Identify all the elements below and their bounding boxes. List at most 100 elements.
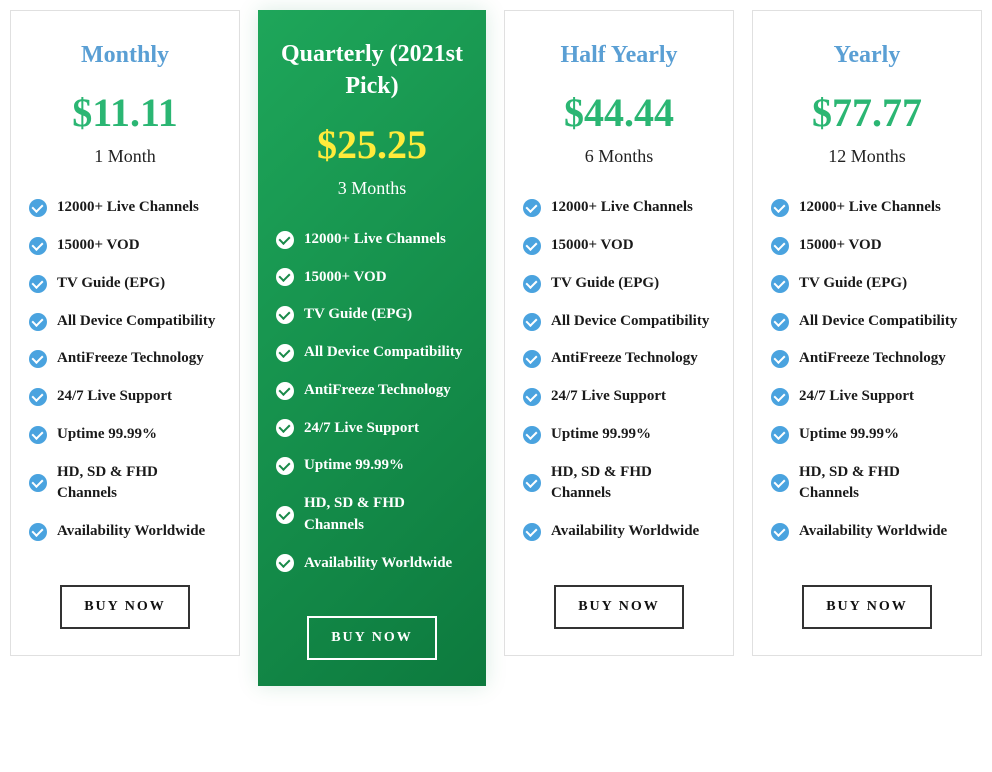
feature-item: Uptime 99.99%	[771, 424, 963, 446]
feature-item: 15000+ VOD	[276, 267, 468, 289]
check-icon	[276, 306, 294, 324]
feature-text: AntiFreeze Technology	[57, 348, 204, 370]
check-icon	[771, 523, 789, 541]
check-icon	[771, 313, 789, 331]
plan-title: Monthly	[29, 39, 221, 71]
feature-item: 15000+ VOD	[523, 235, 715, 257]
feature-item: 12000+ Live Channels	[29, 197, 221, 219]
plan-duration: 12 Months	[771, 146, 963, 167]
feature-item: All Device Compatibility	[29, 311, 221, 333]
feature-text: 12000+ Live Channels	[304, 229, 446, 251]
feature-text: Availability Worldwide	[304, 553, 452, 575]
check-icon	[523, 350, 541, 368]
feature-item: TV Guide (EPG)	[523, 273, 715, 295]
feature-item: 24/7 Live Support	[523, 386, 715, 408]
feature-item: TV Guide (EPG)	[771, 273, 963, 295]
check-icon	[29, 388, 47, 406]
feature-text: TV Guide (EPG)	[551, 273, 659, 295]
plan-price: $11.11	[29, 89, 221, 136]
pricing-card-quarterly: Quarterly (2021st Pick) $25.25 3 Months …	[258, 10, 486, 686]
check-icon	[771, 474, 789, 492]
feature-text: Uptime 99.99%	[799, 424, 899, 446]
feature-item: Availability Worldwide	[29, 521, 221, 543]
check-icon	[771, 237, 789, 255]
feature-item: HD, SD & FHD Channels	[523, 462, 715, 506]
check-icon	[29, 474, 47, 492]
feature-list: 12000+ Live Channels 15000+ VOD TV Guide…	[523, 197, 715, 559]
check-icon	[771, 388, 789, 406]
buy-now-button[interactable]: BUY NOW	[554, 585, 684, 629]
check-icon	[523, 237, 541, 255]
feature-text: TV Guide (EPG)	[57, 273, 165, 295]
check-icon	[276, 268, 294, 286]
feature-item: 24/7 Live Support	[276, 418, 468, 440]
feature-item: 15000+ VOD	[771, 235, 963, 257]
feature-text: 15000+ VOD	[57, 235, 140, 257]
check-icon	[523, 199, 541, 217]
feature-item: All Device Compatibility	[771, 311, 963, 333]
check-icon	[276, 554, 294, 572]
feature-item: Uptime 99.99%	[29, 424, 221, 446]
feature-text: TV Guide (EPG)	[799, 273, 907, 295]
feature-text: 15000+ VOD	[304, 267, 387, 289]
feature-item: TV Guide (EPG)	[276, 304, 468, 326]
check-icon	[523, 426, 541, 444]
feature-item: AntiFreeze Technology	[29, 348, 221, 370]
pricing-card-monthly: Monthly $11.11 1 Month 12000+ Live Chann…	[10, 10, 240, 656]
feature-text: Uptime 99.99%	[304, 455, 404, 477]
check-icon	[29, 237, 47, 255]
feature-text: All Device Compatibility	[551, 311, 709, 333]
feature-text: HD, SD & FHD Channels	[57, 462, 221, 506]
check-icon	[29, 350, 47, 368]
plan-duration: 3 Months	[276, 178, 468, 199]
feature-item: Uptime 99.99%	[276, 455, 468, 477]
plan-price: $77.77	[771, 89, 963, 136]
feature-item: 12000+ Live Channels	[276, 229, 468, 251]
feature-item: Availability Worldwide	[276, 553, 468, 575]
feature-text: Availability Worldwide	[57, 521, 205, 543]
pricing-card-half-yearly: Half Yearly $44.44 6 Months 12000+ Live …	[504, 10, 734, 656]
feature-text: HD, SD & FHD Channels	[304, 493, 468, 537]
feature-item: Availability Worldwide	[523, 521, 715, 543]
check-icon	[29, 313, 47, 331]
check-icon	[276, 419, 294, 437]
check-icon	[276, 506, 294, 524]
feature-text: 15000+ VOD	[551, 235, 634, 257]
check-icon	[771, 199, 789, 217]
feature-text: All Device Compatibility	[57, 311, 215, 333]
check-icon	[276, 344, 294, 362]
feature-list: 12000+ Live Channels 15000+ VOD TV Guide…	[29, 197, 221, 559]
feature-text: TV Guide (EPG)	[304, 304, 412, 326]
check-icon	[771, 350, 789, 368]
feature-item: TV Guide (EPG)	[29, 273, 221, 295]
feature-item: HD, SD & FHD Channels	[29, 462, 221, 506]
check-icon	[523, 388, 541, 406]
feature-item: Uptime 99.99%	[523, 424, 715, 446]
plan-duration: 1 Month	[29, 146, 221, 167]
buy-now-button[interactable]: BUY NOW	[307, 616, 437, 660]
feature-item: All Device Compatibility	[523, 311, 715, 333]
check-icon	[29, 275, 47, 293]
feature-text: Uptime 99.99%	[551, 424, 651, 446]
feature-item: AntiFreeze Technology	[771, 348, 963, 370]
feature-item: 12000+ Live Channels	[523, 197, 715, 219]
feature-item: 24/7 Live Support	[771, 386, 963, 408]
check-icon	[523, 275, 541, 293]
feature-text: 24/7 Live Support	[799, 386, 914, 408]
feature-text: HD, SD & FHD Channels	[551, 462, 715, 506]
feature-item: AntiFreeze Technology	[276, 380, 468, 402]
buy-now-button[interactable]: BUY NOW	[802, 585, 932, 629]
check-icon	[523, 313, 541, 331]
buy-now-button[interactable]: BUY NOW	[60, 585, 190, 629]
feature-text: All Device Compatibility	[304, 342, 462, 364]
feature-text: AntiFreeze Technology	[799, 348, 946, 370]
check-icon	[276, 382, 294, 400]
feature-text: 24/7 Live Support	[551, 386, 666, 408]
feature-text: Availability Worldwide	[799, 521, 947, 543]
feature-item: 12000+ Live Channels	[771, 197, 963, 219]
check-icon	[771, 426, 789, 444]
feature-text: 12000+ Live Channels	[551, 197, 693, 219]
check-icon	[29, 523, 47, 541]
feature-list: 12000+ Live Channels 15000+ VOD TV Guide…	[771, 197, 963, 559]
plan-title: Half Yearly	[523, 39, 715, 71]
